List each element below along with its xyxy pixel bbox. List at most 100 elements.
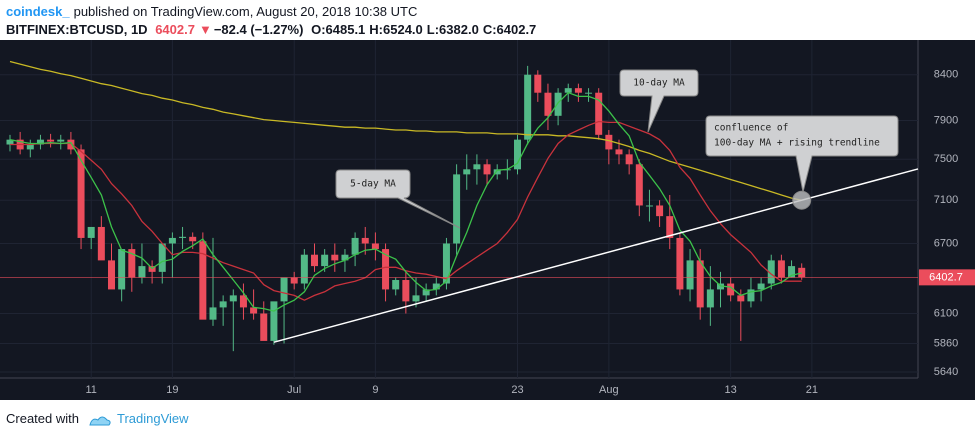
candle-body bbox=[179, 236, 187, 238]
candle-body bbox=[270, 301, 278, 341]
open: O:6485.1 bbox=[311, 22, 366, 37]
y-tick-label: 6100 bbox=[934, 307, 958, 319]
candle-body bbox=[554, 92, 562, 116]
annotations: 5-day MA 10-day MA confluence of 100-day… bbox=[335, 69, 899, 229]
ma-line bbox=[9, 60, 802, 201]
candle-body bbox=[199, 241, 207, 320]
ma-line bbox=[9, 91, 802, 312]
candle-body bbox=[615, 149, 623, 155]
candle-body bbox=[788, 266, 796, 278]
ma-line bbox=[10, 120, 802, 301]
candle-body bbox=[219, 301, 227, 308]
x-tick-label: Aug bbox=[599, 384, 619, 396]
last-price-tag bbox=[919, 269, 975, 286]
candle-body bbox=[26, 144, 34, 150]
candle-body bbox=[727, 283, 735, 296]
high: H:6524.0 bbox=[369, 22, 423, 37]
candle-body bbox=[422, 289, 430, 296]
candle-body bbox=[311, 254, 318, 267]
candle-body bbox=[483, 164, 491, 175]
candle-body bbox=[473, 164, 481, 170]
candle-body bbox=[564, 88, 572, 93]
down-icon: ▼ bbox=[198, 22, 212, 37]
candle-body bbox=[321, 254, 329, 267]
annotation: 10-day MA bbox=[633, 78, 685, 89]
candle-body bbox=[361, 237, 369, 244]
close: C:6402.7 bbox=[482, 22, 537, 37]
candle-body bbox=[524, 74, 532, 140]
x-tick-label: 21 bbox=[806, 384, 818, 396]
candle-body bbox=[260, 313, 268, 341]
candle-body bbox=[453, 174, 461, 244]
candle-body bbox=[767, 260, 775, 284]
candle-body bbox=[544, 92, 552, 116]
last: 6402.7 bbox=[155, 22, 195, 37]
author[interactable]: coindesk_ bbox=[6, 4, 70, 19]
candle-body bbox=[777, 260, 785, 278]
candle-body bbox=[280, 277, 288, 302]
confluence-marker bbox=[792, 190, 812, 210]
candle-body bbox=[706, 289, 714, 308]
header-line-1: coindesk_ published on TradingView.com, A… bbox=[6, 4, 421, 19]
y-tick-label: 7900 bbox=[934, 114, 958, 126]
candle-body bbox=[514, 139, 521, 170]
candle-body bbox=[595, 92, 603, 135]
candle-body bbox=[239, 295, 247, 308]
change: −82.4 (−1.27%) bbox=[213, 22, 304, 37]
candle-body bbox=[534, 74, 542, 93]
candle-body bbox=[138, 266, 146, 278]
candle-body bbox=[290, 277, 298, 284]
candle-body bbox=[36, 139, 44, 145]
candle-body bbox=[432, 283, 440, 290]
marks bbox=[0, 60, 919, 352]
candle-body bbox=[209, 307, 217, 320]
y-tick-label: 7500 bbox=[934, 153, 958, 165]
candle-body bbox=[331, 254, 339, 261]
candle-body bbox=[341, 254, 349, 261]
candle-body bbox=[737, 295, 745, 302]
candle-body bbox=[747, 289, 755, 302]
x-tick-label: Jul bbox=[287, 384, 301, 396]
chart: 8400 7900 7500 7100 6700 6100 5860 5640 11 19 Jul 9… bbox=[0, 40, 975, 400]
low: L:6382.0 bbox=[426, 22, 479, 37]
callout-confluence bbox=[705, 115, 899, 193]
candle-body bbox=[412, 295, 420, 302]
candle-body bbox=[402, 280, 410, 302]
candle-body bbox=[635, 164, 643, 206]
x-tick-label: 23 bbox=[511, 384, 523, 396]
header-line-2: BITFINEX:BTCUSD, 1D 6402.7 ▼ −82.4 (−1.27%… bbox=[6, 22, 540, 37]
y-tick-label: 6700 bbox=[934, 237, 958, 249]
candle-body bbox=[250, 307, 258, 314]
created-with: Created with bbox=[6, 411, 79, 426]
candle-body bbox=[189, 236, 197, 242]
candle-body bbox=[108, 260, 115, 290]
candle-body bbox=[158, 243, 166, 272]
annotation: 5-day MA bbox=[350, 179, 396, 190]
candle-body bbox=[666, 216, 674, 238]
y-tick-label: 8400 bbox=[934, 69, 958, 81]
brand-icon bbox=[89, 416, 111, 426]
candle-body bbox=[351, 237, 359, 255]
candle-body bbox=[574, 88, 582, 93]
annotation: 100-day MA + rising trendline bbox=[714, 138, 880, 149]
candle-body bbox=[118, 249, 126, 290]
brand[interactable]: TradingView bbox=[117, 411, 189, 426]
candle-body bbox=[168, 237, 176, 244]
candle-body bbox=[87, 226, 95, 238]
grid bbox=[0, 40, 918, 378]
published: published on TradingView.com, August 20,… bbox=[73, 4, 418, 19]
candle-body bbox=[696, 260, 704, 308]
annotation: confluence of bbox=[714, 123, 788, 134]
candle-body bbox=[97, 226, 105, 261]
candle-body bbox=[585, 92, 593, 94]
y-tick-label: 5860 bbox=[934, 337, 958, 349]
candle-body bbox=[300, 254, 308, 284]
callout-10-day bbox=[619, 69, 699, 133]
candle-body bbox=[798, 267, 806, 278]
candle-body bbox=[605, 134, 613, 150]
y-tick-label: 5640 bbox=[934, 366, 958, 378]
symbol: BITFINEX:BTCUSD, 1D bbox=[6, 22, 148, 37]
callout-5-day bbox=[335, 169, 461, 229]
candle-body bbox=[676, 237, 684, 290]
